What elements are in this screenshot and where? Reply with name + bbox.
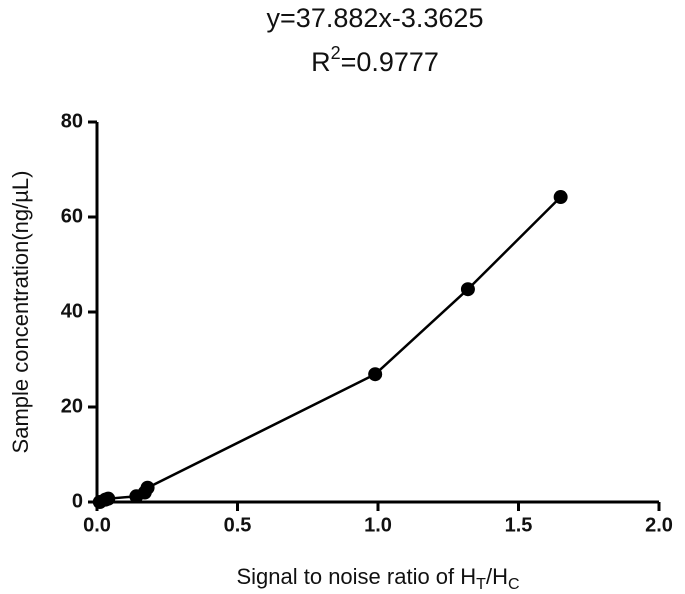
chart-title: y=37.882x-3.3625 (267, 3, 484, 33)
x-label-subscript: C (508, 576, 520, 593)
subtitle-superscript: 2 (331, 43, 341, 63)
data-point (368, 367, 383, 382)
data-point (140, 480, 155, 495)
subtitle-text: =0.9777 (341, 47, 439, 77)
subtitle-text: R (311, 47, 331, 77)
y-tick-label: 60 (61, 205, 83, 227)
x-tick-label: 2.0 (645, 514, 673, 536)
x-tick-label: 0.0 (83, 514, 111, 536)
x-tick-label: 0.5 (224, 514, 252, 536)
x-tick-label: 1.0 (364, 514, 392, 536)
x-label-subscript: T (476, 576, 486, 593)
x-tick-label: 1.5 (505, 514, 533, 536)
chart-subtitle: R2=0.9777 (311, 43, 439, 77)
data-point (101, 491, 116, 506)
data-line (99, 196, 562, 504)
x-axis-label: Signal to noise ratio of HT/HC (236, 564, 519, 593)
data-point (460, 282, 475, 297)
y-tick-label: 20 (61, 395, 83, 417)
y-axis-label: Sample concentration(ng/µL) (8, 171, 33, 454)
x-label-text: Signal to noise ratio of H (236, 564, 476, 589)
data-point (553, 190, 568, 205)
x-label-text: /H (486, 564, 508, 589)
y-tick-label: 0 (72, 490, 83, 512)
y-tick-label: 40 (61, 300, 83, 322)
y-tick-label: 80 (61, 110, 83, 132)
